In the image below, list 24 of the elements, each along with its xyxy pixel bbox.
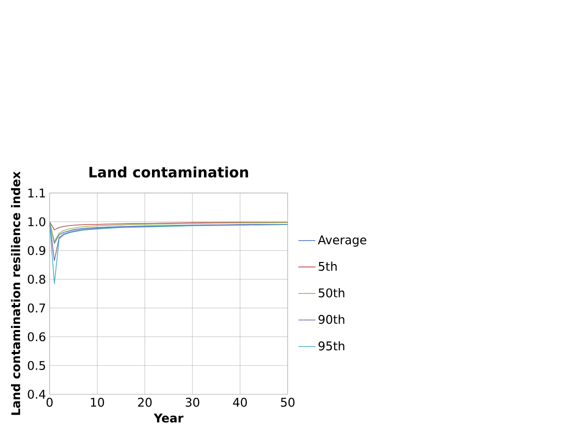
y-tick-label: 0.4 xyxy=(28,390,46,399)
x-axis-title: Year xyxy=(154,414,184,423)
x-tick-label: 50 xyxy=(281,398,294,407)
y-axis-title: Land contamination resilience index xyxy=(10,171,20,415)
x-tick-label: 0 xyxy=(46,398,53,407)
x-tick-label: 40 xyxy=(233,398,247,407)
y-tick-label: 1.0 xyxy=(28,217,46,226)
line-series xyxy=(50,221,288,261)
y-tick-label: 0.6 xyxy=(28,332,46,342)
x-tick-label: 10 xyxy=(90,398,104,407)
y-tick-label: 1.1 xyxy=(28,188,45,198)
x-tick-label: 20 xyxy=(138,398,152,407)
y-tick-label: 0.9 xyxy=(28,246,46,256)
legend-label: Average xyxy=(318,235,366,247)
chart-title: Land contamination xyxy=(89,166,248,178)
legend-label: 90th xyxy=(318,314,344,324)
legend-label: 95th xyxy=(318,341,344,350)
x-tick-label: 30 xyxy=(186,398,200,407)
line-series xyxy=(50,221,288,284)
legend-label: 50th xyxy=(318,288,344,298)
y-tick-label: 0.8 xyxy=(28,274,46,284)
legend-label: 5th xyxy=(318,262,337,271)
y-tick-label: 0.5 xyxy=(28,360,46,370)
y-tick-label: 0.7 xyxy=(28,303,46,313)
